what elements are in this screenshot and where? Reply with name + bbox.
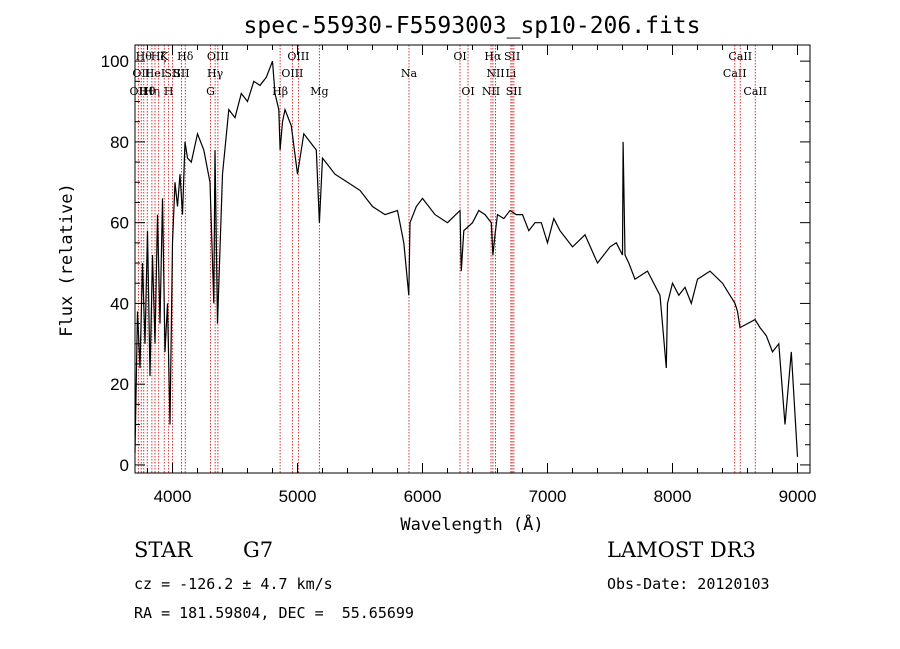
line-label: Hα	[484, 50, 502, 63]
survey-name: LAMOST DR3	[607, 538, 756, 562]
line-label: OI	[453, 50, 466, 63]
y-tick-label: 60	[110, 214, 129, 233]
line-label: OI	[461, 85, 474, 98]
y-tick-label: 80	[110, 133, 129, 152]
line-label: SII	[173, 67, 189, 80]
line-label: OIII	[287, 50, 309, 63]
line-label: NII	[486, 67, 504, 80]
y-axis-label: Flux (relative)	[57, 183, 77, 337]
y-axis-ticks: 0 20 40 60 80 100	[101, 52, 810, 475]
line-label: NII	[482, 85, 500, 98]
line-label: H	[164, 85, 174, 98]
line-label: Hβ	[272, 85, 288, 98]
spectral-line-markers: OIIOIIHθHθHηHeIHζKHSIISIIHδGHγOIIIHβOIII…	[130, 45, 767, 473]
line-label: Hδ	[177, 50, 194, 63]
line-label: Na	[401, 67, 418, 80]
line-label: Hγ	[207, 67, 224, 80]
x-tick-label: 7000	[529, 487, 567, 506]
object-class: STAR	[134, 538, 193, 562]
x-axis-ticks: 4000 5000 6000 7000 8000 9000	[147, 45, 817, 506]
line-label: OII	[132, 67, 150, 80]
line-label: K	[160, 50, 169, 63]
spectrum-line	[134, 60, 799, 457]
line-label: Li	[505, 67, 516, 80]
line-label: CaII	[728, 50, 752, 63]
y-tick-label: 20	[110, 375, 129, 394]
line-label: CaII	[723, 67, 747, 80]
line-label: OIII	[281, 67, 303, 80]
x-tick-label: 5000	[279, 487, 317, 506]
y-tick-label: 0	[120, 456, 129, 475]
subclass: G7	[243, 538, 274, 562]
line-label: Hη	[144, 85, 160, 98]
x-tick-label: 9000	[779, 487, 817, 506]
line-label: G	[206, 85, 215, 98]
x-axis-label: Wavelength (Å)	[400, 513, 543, 535]
x-tick-label: 4000	[154, 487, 192, 506]
y-tick-label: 40	[110, 294, 129, 313]
line-label: CaII	[743, 85, 767, 98]
line-label: Hζ	[151, 50, 167, 63]
y-tick-label: 100	[101, 52, 129, 71]
line-label: OIII	[207, 50, 229, 63]
line-label: SII	[506, 85, 522, 98]
line-label: SII	[504, 50, 520, 63]
coordinates: RA = 181.59804, DEC = 55.65699	[134, 604, 414, 622]
line-label: HeI	[145, 67, 165, 80]
observation-date: Obs-Date: 20120103	[607, 575, 770, 593]
x-tick-label: 6000	[404, 487, 442, 506]
x-tick-label: 8000	[654, 487, 692, 506]
line-label: OII	[130, 85, 148, 98]
redshift-velocity: cz = -126.2 ± 4.7 km/s	[134, 575, 333, 593]
line-label: SII	[164, 67, 180, 80]
line-label: Mg	[310, 85, 328, 98]
plot-frame	[134, 44, 811, 474]
chart-title: spec-55930-F5593003_sp10-206.fits	[244, 13, 701, 39]
line-label: Hθ	[136, 50, 153, 63]
